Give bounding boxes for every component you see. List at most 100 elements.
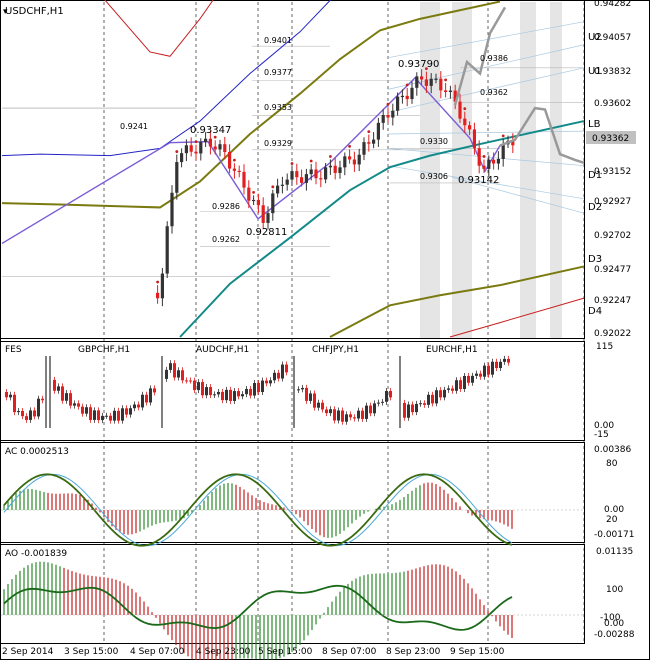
candle-body	[295, 171, 299, 178]
mini-candle-body	[507, 358, 510, 363]
fractal-marker	[463, 107, 467, 111]
mini-candle-body	[69, 393, 72, 406]
forecast-shade	[420, 2, 440, 338]
mini-candle-body	[345, 414, 348, 422]
mini-candle-body	[121, 408, 124, 421]
mini-candle-body	[89, 407, 92, 420]
candle-body	[424, 79, 428, 86]
level-label-d3: D3	[588, 254, 602, 265]
candle-body	[367, 142, 371, 144]
candle-body	[391, 110, 395, 118]
mini-candle-body	[113, 410, 116, 421]
mini-candle-body	[37, 398, 40, 417]
mini-candle-body	[125, 408, 128, 415]
mini-candle-body	[467, 375, 470, 383]
time-tick: 4 Sep 07:00	[130, 647, 185, 657]
mini-candle-body	[443, 389, 446, 398]
mini-candle-body	[249, 388, 252, 396]
mini-candle-body	[353, 417, 356, 419]
forecast-shading	[420, 2, 562, 338]
mini-candle-body	[463, 375, 466, 390]
candle-body	[496, 158, 500, 164]
panel4-tick: -0.00288	[594, 630, 635, 640]
mini-candle-body	[301, 387, 304, 390]
fractal-marker	[501, 134, 505, 138]
candle-body	[213, 146, 217, 150]
channel-band	[449, 297, 585, 338]
mini-candle-body	[423, 403, 426, 405]
candle-body	[472, 129, 476, 149]
mini-candle-body	[213, 394, 216, 396]
symbol-dropdown-icon[interactable]: ▾	[3, 7, 8, 17]
fan-line	[387, 44, 585, 90]
panel4-tick: -100	[600, 613, 621, 623]
mini-candle-body	[257, 382, 260, 392]
fractal-marker	[482, 155, 486, 158]
candle-body	[357, 154, 361, 165]
candle-body	[237, 170, 241, 173]
mini-candle-body	[503, 358, 506, 362]
level-label-d2: D2	[588, 202, 602, 213]
mini-candle-body	[487, 365, 490, 375]
channel-bands	[1, 0, 585, 338]
grid-value: 0.9286	[212, 202, 240, 211]
mini-candle-body	[53, 379, 56, 391]
mini-candle-body	[341, 410, 344, 422]
candle-body	[386, 115, 390, 118]
candle-body	[482, 165, 486, 169]
forecast-shade	[452, 2, 472, 338]
instrument-label: CHFJPY,H1	[312, 345, 359, 355]
fractal-marker	[348, 144, 351, 148]
mini-candle-body	[13, 394, 16, 413]
mini-candle-body	[447, 388, 450, 390]
fan-line	[387, 148, 585, 167]
candle-body	[492, 159, 496, 164]
mini-candle-body	[325, 409, 328, 414]
forecast-shade	[550, 2, 562, 338]
fractal-marker	[271, 185, 275, 189]
mini-candle-body	[317, 402, 320, 408]
candle-body	[381, 115, 385, 123]
candle-body	[439, 78, 443, 91]
mini-candle-body	[117, 410, 120, 421]
panel3-tick: 20	[606, 515, 618, 525]
mini-candle-body	[333, 409, 336, 421]
channel-band	[179, 120, 585, 338]
candle-body	[160, 273, 164, 299]
price-tick: 0.92247	[594, 296, 631, 306]
mini-candle-body	[225, 389, 228, 401]
candle-body	[501, 144, 505, 159]
mini-candle-body	[361, 410, 364, 419]
mini-candle-body	[17, 410, 20, 413]
zigzag-label: 0.93347	[190, 125, 231, 136]
mini-candle-body	[233, 391, 236, 401]
price-tick: 0.94057	[594, 33, 631, 43]
candle-body	[300, 177, 304, 183]
mini-candle-body	[105, 415, 108, 417]
instrument-label: AUDCHF,H1	[196, 345, 249, 355]
mini-candle-body	[205, 387, 208, 396]
candle-body	[338, 167, 342, 173]
candle-body	[372, 139, 376, 144]
level-label-lb: LB	[588, 119, 601, 130]
candle-body	[444, 90, 448, 93]
mini-candle-body	[415, 403, 418, 413]
mini-candle-body	[145, 394, 148, 403]
price-tick: 0.93602	[594, 99, 631, 109]
time-tick: 5 Sep 15:00	[258, 647, 313, 657]
mini-candle-body	[269, 380, 272, 384]
mini-candle-body	[373, 403, 376, 414]
price-tick: 0.93152	[594, 167, 631, 177]
mini-candle-body	[5, 392, 8, 398]
panel2-candles	[5, 355, 510, 428]
mini-candle-body	[349, 414, 352, 418]
mini-candle-body	[229, 389, 232, 401]
mini-candle-body	[177, 370, 180, 378]
channel-band	[1, 0, 501, 209]
candle-body	[189, 145, 193, 152]
ac-main-line	[3, 473, 513, 547]
mini-candle-body	[9, 394, 12, 398]
panel4-tick: 0.01135	[596, 547, 633, 557]
ao-main-line	[3, 584, 513, 631]
